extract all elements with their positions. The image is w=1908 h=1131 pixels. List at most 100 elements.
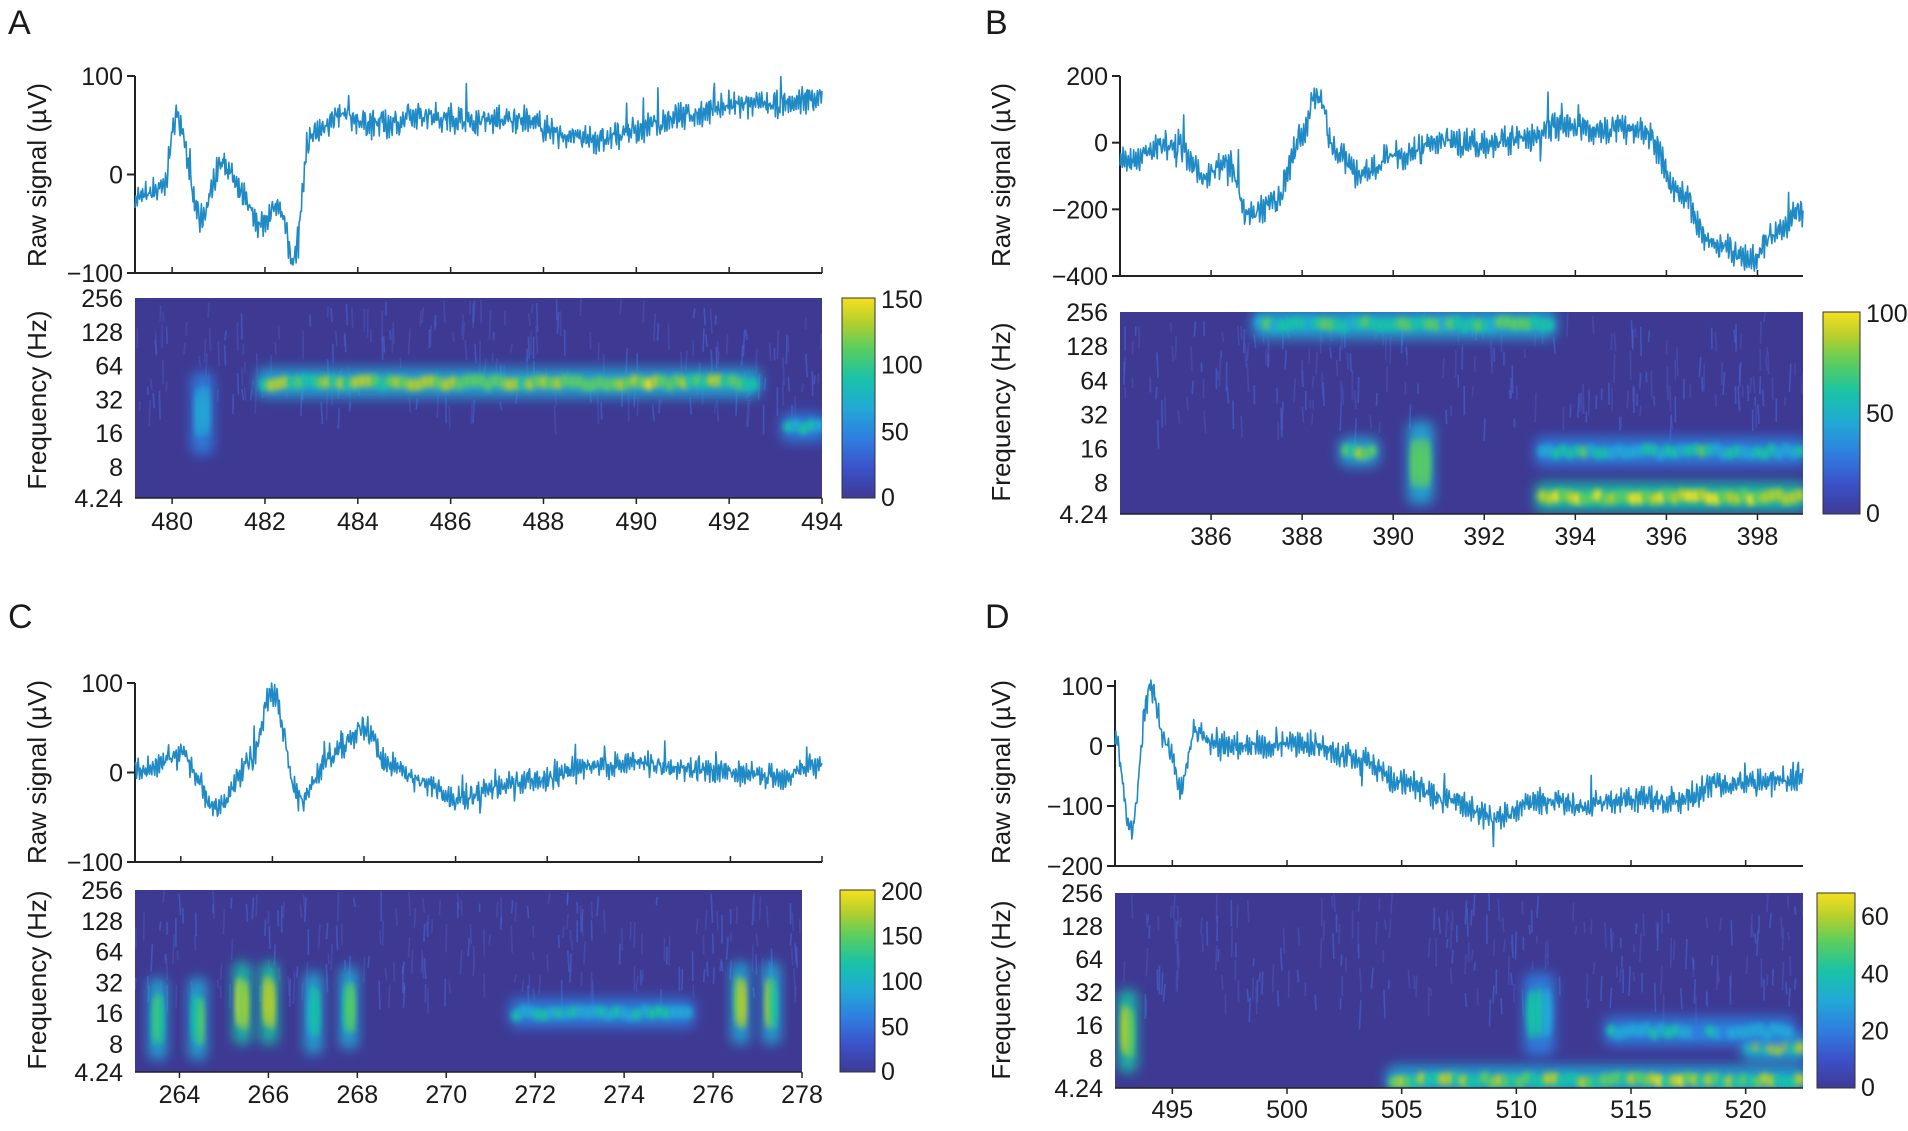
spectrogram-texture [1427, 937, 1431, 958]
freq-y-axis-label: Frequency (Hz) [986, 900, 1016, 1079]
spectral-power [771, 979, 778, 1030]
spectrogram-texture [1464, 993, 1468, 1008]
spectral-power [1627, 492, 1638, 505]
spectral-power [1766, 1075, 1777, 1088]
raw-signal-trace [1114, 679, 1804, 848]
spectrogram-texture [251, 379, 255, 389]
spectrogram-texture [254, 386, 257, 414]
spectral-power [1542, 1072, 1553, 1085]
spectrogram-texture [1675, 347, 1679, 377]
spectral-power [1403, 318, 1414, 331]
spectral-power [1515, 317, 1526, 330]
spectral-power [1367, 444, 1377, 457]
spectrogram-texture [579, 298, 582, 316]
spectrogram-texture [513, 974, 517, 983]
spectrogram-texture [277, 325, 281, 340]
freq-tick-label: 128 [1061, 913, 1103, 941]
spectral-power [349, 983, 356, 1034]
freq-y-axis-label: Frequency (Hz) [22, 890, 52, 1069]
spectrogram-texture [222, 909, 226, 935]
spectrogram-texture [1733, 330, 1736, 344]
spectrogram-texture [1339, 403, 1342, 432]
spectral-power [419, 375, 430, 388]
spectrogram-texture [1246, 363, 1250, 393]
spectral-power [269, 979, 276, 1031]
spectrogram-texture [448, 980, 451, 994]
spectrogram-texture [146, 976, 149, 990]
spectrogram-texture [461, 314, 465, 336]
spectral-power [1718, 490, 1728, 503]
spectrogram-texture [1221, 332, 1225, 343]
spectrogram-texture [713, 404, 717, 414]
freq-tick-label: 16 [1075, 1012, 1103, 1040]
spectrogram-texture [705, 334, 708, 347]
spectrogram-texture [176, 950, 179, 960]
raw-y-axis-label: Raw signal (µV) [986, 680, 1016, 864]
raw-y-tick-label: −200 [1047, 853, 1103, 881]
spectrogram-texture [1788, 987, 1791, 1007]
spectrogram-texture [423, 958, 427, 979]
spectral-power [580, 379, 591, 392]
spectrogram-texture [236, 373, 240, 395]
spectral-power [1704, 443, 1715, 456]
colorbar-tick-label: 150 [881, 286, 923, 314]
spectral-power [1726, 1026, 1737, 1039]
spectrogram [1120, 312, 1803, 514]
spectral-power [1718, 447, 1728, 460]
freq-tick-label: 4.24 [74, 1059, 123, 1087]
spectral-power [1654, 1074, 1665, 1087]
spectrogram-texture [1761, 389, 1765, 407]
spectrogram-texture [223, 344, 227, 366]
spectrogram-texture [725, 936, 729, 960]
spectral-power [682, 1006, 693, 1019]
spectrogram-texture [1375, 920, 1378, 945]
spectrogram-texture [1750, 913, 1753, 938]
spectrogram-texture [546, 954, 549, 972]
spectrogram-texture [1626, 390, 1630, 409]
freq-tick-label: 8 [109, 454, 123, 482]
spectrogram-texture [1177, 941, 1180, 968]
spectrogram-texture [241, 366, 244, 387]
spectrogram-texture [1715, 964, 1719, 991]
spectrogram-texture [1312, 400, 1315, 410]
colorbar-tick-label: 100 [881, 352, 923, 380]
spectrogram-texture [1375, 392, 1378, 406]
freq-tick-label: 64 [1075, 946, 1103, 974]
spectrogram-texture [1383, 919, 1387, 930]
spectrogram-texture [556, 312, 560, 335]
spectrogram-texture [1793, 978, 1797, 990]
spectrogram-texture [1793, 906, 1797, 915]
colorbar-tick-label: 150 [881, 923, 923, 951]
spectrogram-texture [343, 333, 347, 353]
spectrogram-texture [230, 897, 233, 909]
spectral-power [813, 419, 822, 432]
spectrogram-texture [725, 334, 729, 355]
spectrogram-texture [1576, 393, 1581, 418]
spectrogram-texture [1354, 390, 1357, 410]
spectrogram-texture [379, 930, 382, 944]
spectrogram-texture [710, 893, 714, 924]
spectrogram-texture [1586, 999, 1590, 1009]
spectrogram-texture [704, 909, 708, 930]
spectrogram-texture [1738, 362, 1742, 382]
spectrogram-texture [1245, 350, 1249, 362]
spectrogram-texture [1500, 997, 1503, 1015]
spectrogram-texture [658, 399, 661, 414]
spectrogram-texture [1714, 331, 1718, 351]
spectrogram-texture [719, 959, 723, 972]
spectrogram-texture [1765, 346, 1769, 357]
spectrogram-texture [1169, 905, 1173, 918]
spectral-power [405, 378, 416, 391]
spectral-power [1437, 1072, 1448, 1085]
spectral-power [601, 378, 612, 391]
spectrogram-texture [656, 323, 660, 341]
spectral-power [194, 388, 201, 439]
spectrogram-texture [1470, 949, 1474, 961]
spectrogram-texture [337, 407, 340, 429]
spectral-power [1544, 318, 1554, 331]
spectral-power [547, 1006, 558, 1019]
spectrogram-texture [1619, 968, 1622, 983]
spectrogram-texture [1585, 973, 1589, 1002]
spectral-power [589, 1005, 600, 1018]
spectrogram-texture [1492, 985, 1495, 1004]
